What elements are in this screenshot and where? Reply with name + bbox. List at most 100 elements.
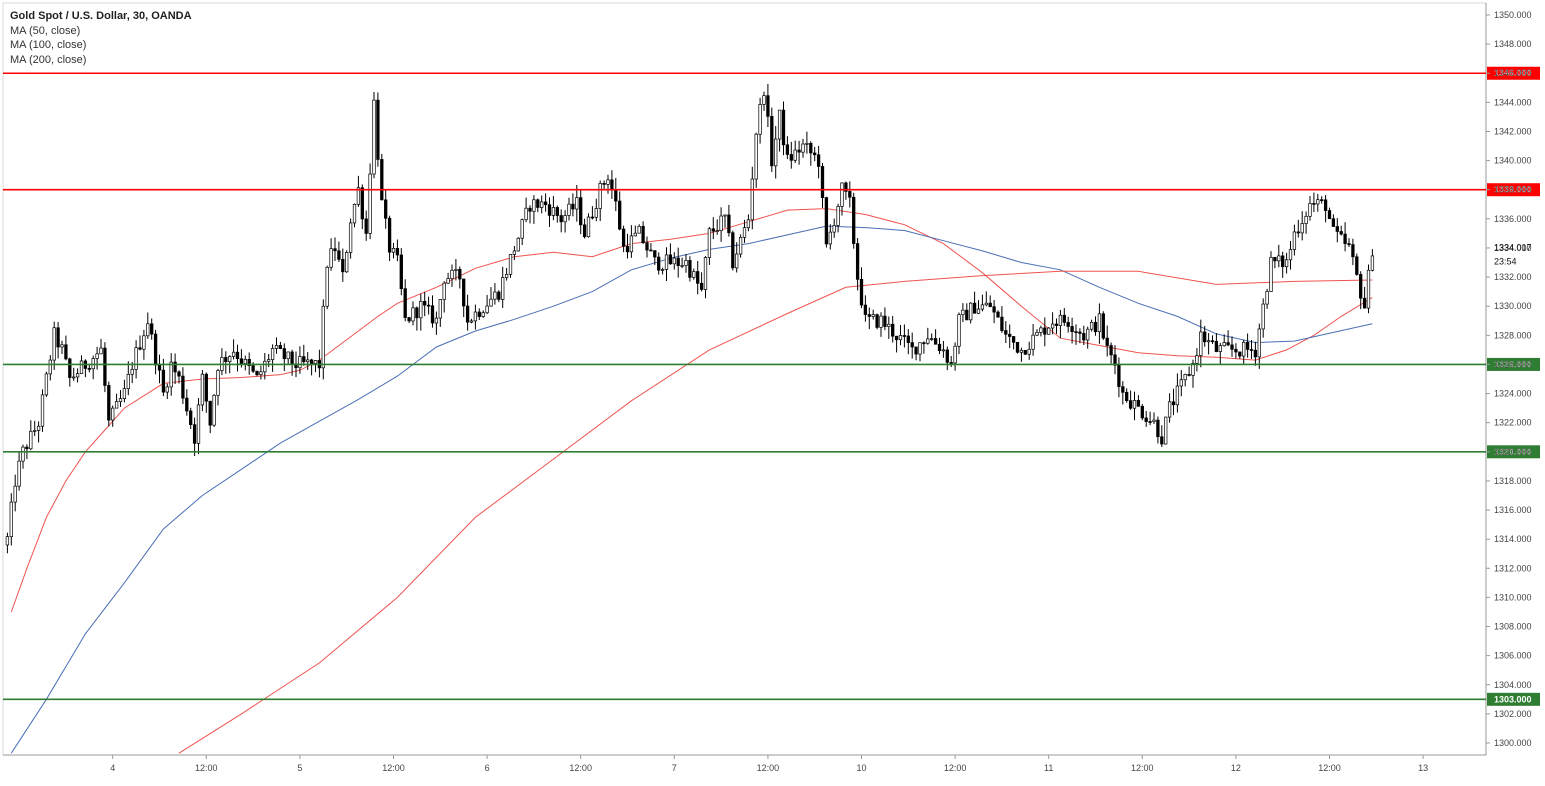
x-tick-label: 4 xyxy=(110,763,115,773)
candle-up xyxy=(664,254,669,270)
candle-up xyxy=(228,356,232,363)
candle-down xyxy=(894,335,899,341)
candle-up xyxy=(21,446,25,462)
candle-up xyxy=(930,338,934,340)
candle-down xyxy=(618,200,622,230)
candle-down xyxy=(458,269,462,280)
candle-up xyxy=(707,228,712,258)
candle-up xyxy=(575,197,579,210)
candle-down xyxy=(731,232,735,269)
current-price-label: 1334.017 xyxy=(1494,243,1532,253)
candle-up xyxy=(941,349,946,352)
candle-down xyxy=(933,338,938,345)
y-tick-label: 1328.000 xyxy=(1494,330,1532,340)
candle-down xyxy=(914,346,918,355)
candle-down xyxy=(1245,341,1250,350)
price-axis[interactable]: 1350.000 1348.000 1346.000 1344.000 1342.000… xyxy=(1486,10,1532,748)
x-tick-label: 5 xyxy=(297,763,302,773)
candle-up xyxy=(118,398,123,402)
candle-down xyxy=(1148,421,1152,423)
candle-down xyxy=(497,291,501,300)
candle-up xyxy=(777,109,782,140)
y-tick-label: 1312.000 xyxy=(1494,563,1532,573)
candle-down xyxy=(1234,348,1238,353)
candle-down xyxy=(426,304,431,307)
candle-down xyxy=(247,358,251,367)
y-tick-label: 1314.000 xyxy=(1494,534,1532,544)
candle-down xyxy=(1160,436,1164,445)
candle-down xyxy=(255,370,259,376)
candle-down xyxy=(1140,405,1144,419)
candle-down xyxy=(1023,349,1027,355)
candle-down xyxy=(87,368,91,370)
candle-up xyxy=(980,304,985,310)
x-tick-label: 10 xyxy=(856,763,866,773)
candle-up xyxy=(1366,269,1371,309)
candle-down xyxy=(309,359,314,364)
x-tick-label: 13 xyxy=(1418,763,1428,773)
y-tick-label: 1318.000 xyxy=(1494,476,1532,486)
candle-down xyxy=(922,342,926,345)
candle-down xyxy=(1320,199,1324,202)
candle-down xyxy=(1253,349,1258,358)
candle-down xyxy=(863,304,868,315)
y-tick-label: 1348.000 xyxy=(1494,39,1532,49)
candle-up xyxy=(719,215,723,231)
candle-up xyxy=(9,501,13,538)
candles xyxy=(5,83,1375,554)
candle-up xyxy=(489,298,493,307)
candle-down xyxy=(1273,256,1277,262)
candle-up xyxy=(1191,362,1195,376)
candle-down xyxy=(965,309,969,321)
candle-up xyxy=(594,208,598,218)
candle-down xyxy=(688,260,692,278)
candle-up xyxy=(36,425,41,431)
support-level-label: 1320.000 xyxy=(1494,447,1532,457)
candle-up xyxy=(1152,419,1156,422)
candle-down xyxy=(1214,341,1219,352)
candle-up xyxy=(598,182,602,209)
candle-up xyxy=(1132,399,1137,409)
candle-up xyxy=(1164,416,1168,445)
candle-down xyxy=(816,154,821,167)
candle-up xyxy=(259,371,263,376)
candle-down xyxy=(1128,400,1133,409)
candle-down xyxy=(1230,344,1234,350)
candle-up xyxy=(953,345,957,364)
candle-down xyxy=(395,248,400,256)
candle-up xyxy=(969,302,973,321)
candle-up xyxy=(1195,355,1199,364)
x-tick-label: 6 xyxy=(485,763,490,773)
candle-down xyxy=(208,400,212,426)
candle-up xyxy=(352,204,357,224)
candle-up xyxy=(871,314,875,317)
candle-up xyxy=(738,236,743,255)
candle-up xyxy=(1257,328,1261,358)
candle-down xyxy=(239,358,244,364)
candle-down xyxy=(1327,210,1332,220)
candle-down xyxy=(547,204,552,216)
x-tick-label: 12:00 xyxy=(944,763,967,773)
legend-ma50: MA (50, close) xyxy=(10,24,81,37)
candle-down xyxy=(1359,274,1363,299)
candle-down xyxy=(906,335,910,343)
y-tick-label: 1350.000 xyxy=(1494,10,1532,20)
horizontal-levels[interactable]: 1346.000 1338.000 1326.000 1320.000 1303.000 xyxy=(3,66,1540,706)
candle-up xyxy=(60,344,64,348)
candle-down xyxy=(1351,244,1355,258)
y-tick-label: 1342.000 xyxy=(1494,126,1532,136)
candle-down xyxy=(770,115,774,167)
candle-down xyxy=(68,358,72,378)
resistance-level-label: 1338.000 xyxy=(1494,185,1532,195)
legend-ma100: MA (100, close) xyxy=(10,39,87,51)
candle-down xyxy=(376,99,380,160)
candle-up xyxy=(313,360,318,364)
candle-up xyxy=(1206,340,1211,343)
candle-down xyxy=(103,347,107,386)
y-tick-label: 1334.000 xyxy=(1494,243,1532,253)
support-level-label: 1303.000 xyxy=(1494,694,1532,704)
candle-down xyxy=(824,197,829,245)
time-axis[interactable]: 4 12:00 5 12:00 6 12:00 7 12:00 10 12:00 11 12:00 12… xyxy=(110,755,1428,773)
candle-down xyxy=(852,196,856,244)
